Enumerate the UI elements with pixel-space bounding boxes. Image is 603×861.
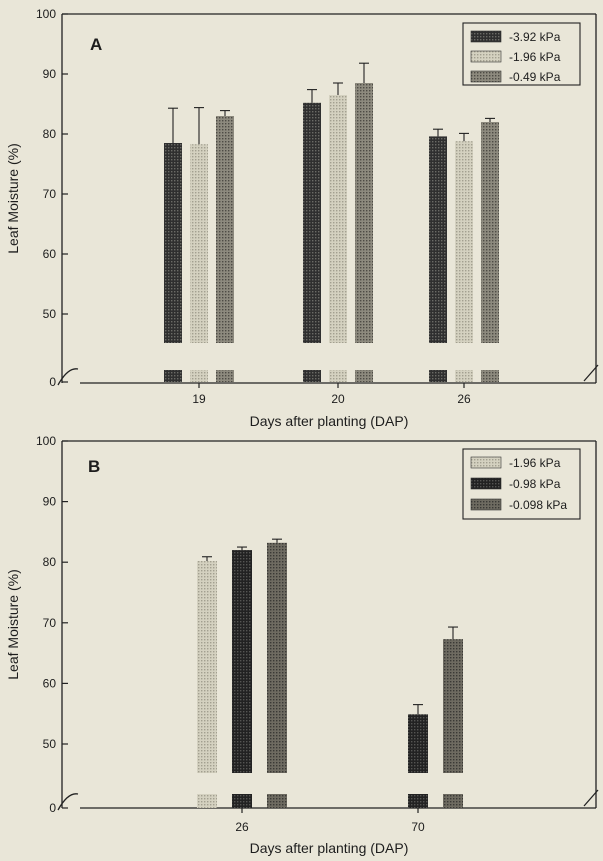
- bar-stub: [216, 370, 234, 382]
- legend-label: -1.96 kPa: [509, 50, 561, 64]
- y-tick-label: 80: [43, 127, 57, 141]
- bar-stub: [408, 794, 428, 808]
- bar: [408, 714, 428, 773]
- y-tick-label: 70: [43, 187, 57, 201]
- y-tick-label: 50: [43, 737, 57, 751]
- y-tick-label: 90: [43, 495, 57, 509]
- y-axis-label: Leaf Moisture (%): [5, 143, 21, 253]
- bar-stub: [429, 370, 447, 382]
- bar: [267, 542, 287, 773]
- y-axis-label: Leaf Moisture (%): [5, 569, 21, 679]
- y-tick-label: 60: [43, 247, 57, 261]
- x-tick-label: 26: [235, 820, 249, 834]
- y-tick-label: 90: [43, 67, 57, 81]
- legend-label: -0.49 kPa: [509, 70, 561, 84]
- legend-box: [462, 448, 581, 520]
- axis-break-right: [583, 789, 599, 807]
- bar: [164, 143, 182, 343]
- x-tick-label: 70: [411, 820, 425, 834]
- bar: [429, 136, 447, 343]
- y-tick-label: 0: [49, 801, 56, 815]
- legend-swatch: [470, 477, 502, 490]
- axis-break-right: [583, 364, 599, 382]
- x-tick-label: 20: [331, 392, 345, 406]
- x-axis-label: Days after planting (DAP): [250, 840, 409, 856]
- bar-stub: [443, 794, 463, 808]
- bar: [329, 95, 347, 343]
- legend-swatch: [470, 456, 502, 469]
- legend-label: -0.98 kPa: [509, 477, 561, 491]
- bar: [443, 639, 463, 773]
- x-axis-label: Days after planting (DAP): [250, 413, 409, 429]
- bar-stub: [303, 370, 321, 382]
- bar-stub: [232, 794, 252, 808]
- legend-box: [462, 22, 581, 86]
- bar-stub: [355, 370, 373, 382]
- bar: [197, 560, 217, 773]
- y-tick-label: 0: [49, 375, 56, 389]
- bar: [190, 144, 208, 343]
- bar: [232, 550, 252, 773]
- legend-label: -3.92 kPa: [509, 30, 561, 44]
- x-tick-label: 19: [192, 392, 206, 406]
- axis-break-left: [57, 793, 79, 811]
- bar: [355, 83, 373, 343]
- legend-swatch: [470, 50, 502, 63]
- legend-label: -1.96 kPa: [509, 456, 561, 470]
- bar-stub: [481, 370, 499, 382]
- bar-stub: [164, 370, 182, 382]
- panel-letter: A: [90, 35, 102, 54]
- legend-swatch: [470, 70, 502, 83]
- bar: [303, 102, 321, 343]
- bar-stub: [190, 370, 208, 382]
- legend-label: -0.098 kPa: [509, 498, 567, 512]
- x-tick-label: 26: [457, 392, 471, 406]
- y-tick-label: 100: [36, 7, 56, 21]
- y-tick-label: 60: [43, 676, 57, 690]
- bar-stub: [197, 794, 217, 808]
- legend-swatch: [470, 30, 502, 43]
- y-tick-label: 70: [43, 616, 57, 630]
- bar-stub: [455, 370, 473, 382]
- y-tick-label: 80: [43, 555, 57, 569]
- panel-letter: B: [88, 457, 100, 476]
- bar-stub: [329, 370, 347, 382]
- bar: [216, 116, 234, 343]
- panel-a: 0 50 60 70 80 90 100 Leaf Moisture (%) A 19 20 26 Da…: [5, 7, 599, 429]
- bar-stub: [267, 794, 287, 808]
- bar: [455, 141, 473, 343]
- axis-break-left: [57, 368, 79, 386]
- legend-swatch: [470, 498, 502, 511]
- y-tick-label: 100: [36, 434, 56, 448]
- bar: [481, 122, 499, 343]
- y-tick-label: 50: [43, 307, 57, 321]
